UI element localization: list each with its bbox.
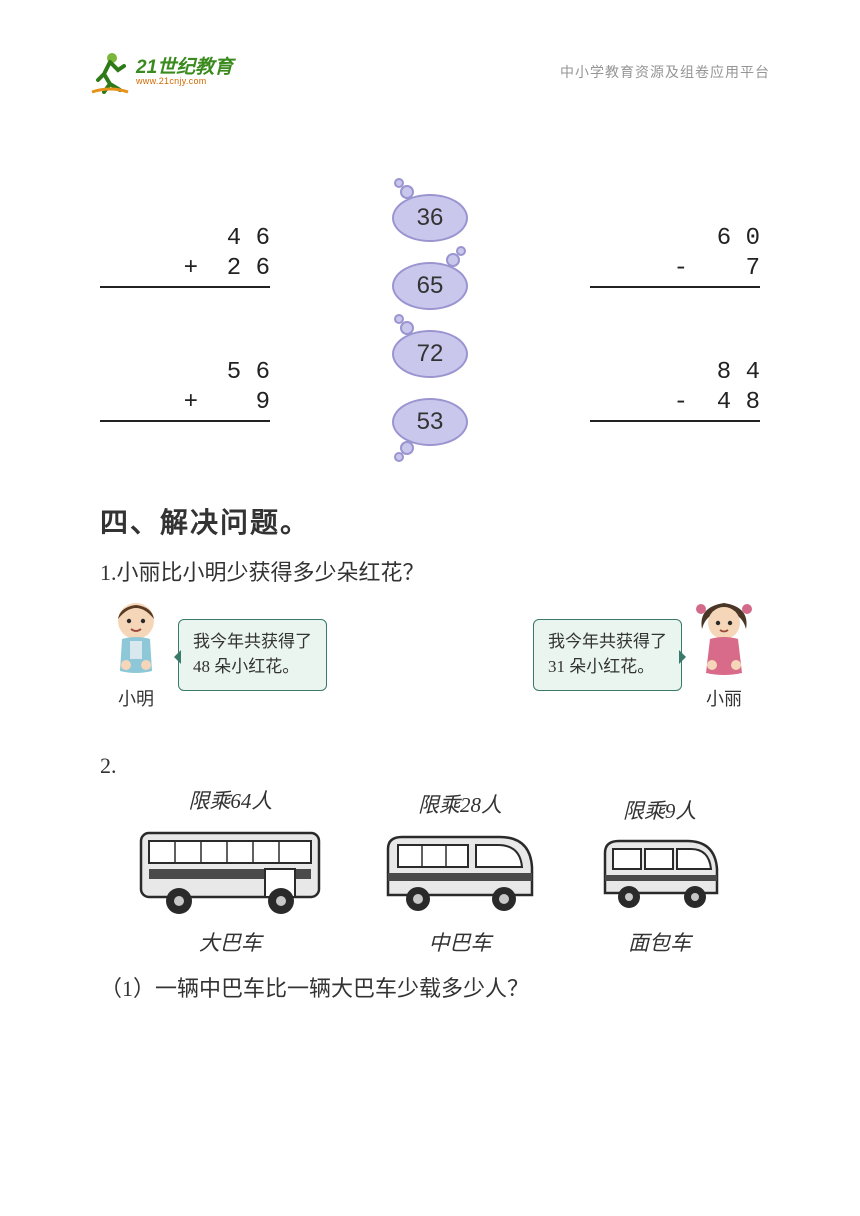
girl-icon bbox=[692, 599, 756, 683]
logo-url: www.21cnjy.com bbox=[136, 77, 233, 86]
boy-icon bbox=[104, 599, 168, 683]
math-matching-area: 4 6 + 2 6 5 6 + 9 36 65 72 53 6 0 - 7 bbox=[100, 224, 760, 446]
xiaoming-speech: 我今年共获得了 48 朵小红花。 bbox=[178, 619, 327, 690]
page-header: 21世纪教育 www.21cnjy.com 中小学教育资源及组卷应用平台 bbox=[0, 0, 860, 104]
big-bus: 限乘64人 大巴车 bbox=[135, 785, 325, 957]
question-2-sub1: （1）一辆中巴车比一辆大巴车少载多少人？ bbox=[100, 971, 760, 1003]
question-2-number: 2. bbox=[100, 753, 760, 779]
minivan: 限乘9人 面包车 bbox=[595, 795, 725, 957]
xiaoming-figure: 小明 bbox=[104, 599, 168, 711]
xiaoming-label: 小明 bbox=[118, 685, 154, 711]
bubble-53: 53 bbox=[392, 398, 468, 446]
bubble-72: 72 bbox=[392, 330, 468, 378]
big-bus-icon bbox=[135, 819, 325, 919]
bubble-36: 36 bbox=[392, 194, 468, 242]
logo: 21世纪教育 www.21cnjy.com bbox=[90, 50, 233, 94]
section-4-title: 四、解决问题。 bbox=[100, 501, 760, 541]
header-subtitle: 中小学教育资源及组卷应用平台 bbox=[560, 62, 770, 82]
xiaoli-label: 小丽 bbox=[706, 685, 742, 711]
medium-bus-icon bbox=[380, 823, 540, 919]
question-1-figure: 小明 我今年共获得了 48 朵小红花。 我今年共获得了 31 朵小红花。 bbox=[100, 599, 760, 711]
bus-figure-row: 限乘64人 大巴车 限乘28人 bbox=[100, 785, 760, 957]
runner-icon bbox=[90, 50, 130, 94]
problem-84-minus-48: 8 4 - 4 8 bbox=[590, 358, 760, 422]
question-1-text: 1.小丽比小明少获得多少朵红花？ bbox=[100, 555, 760, 587]
medium-bus: 限乘28人 中巴车 bbox=[380, 789, 540, 957]
problem-60-minus-7: 6 0 - 7 bbox=[590, 224, 760, 288]
answer-bubbles: 36 65 72 53 bbox=[392, 194, 468, 446]
logo-text-cn: 21世纪教育 bbox=[136, 58, 233, 77]
problem-46-plus-26: 4 6 + 2 6 bbox=[100, 224, 270, 288]
xiaoli-speech: 我今年共获得了 31 朵小红花。 bbox=[533, 619, 682, 690]
minivan-icon bbox=[595, 829, 725, 919]
page-content: 4 6 + 2 6 5 6 + 9 36 65 72 53 6 0 - 7 bbox=[0, 224, 860, 1003]
xiaoli-figure: 小丽 bbox=[692, 599, 756, 711]
bubble-65: 65 bbox=[392, 262, 468, 310]
problem-56-plus-9: 5 6 + 9 bbox=[100, 358, 270, 422]
